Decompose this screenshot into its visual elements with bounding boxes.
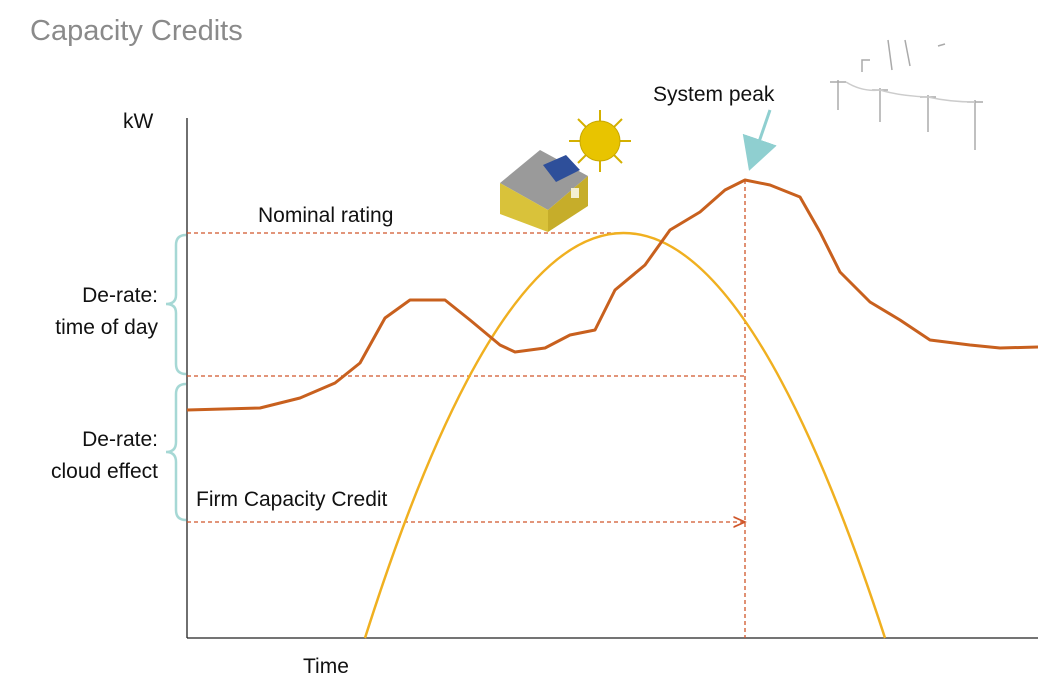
derate-time-2: time of day	[55, 316, 158, 339]
derate-cloud-2: cloud effect	[51, 460, 158, 483]
pylons-icon	[830, 40, 983, 150]
title: Capacity Credits	[30, 15, 243, 47]
solar-house-icon	[500, 110, 631, 232]
derate-time-1: De-rate:	[82, 284, 158, 307]
derate-cloud-1: De-rate:	[82, 428, 158, 451]
brace-cloud	[166, 384, 186, 520]
firm-label: Firm Capacity Credit	[196, 488, 388, 511]
brace-time	[166, 235, 186, 374]
nominal-label: Nominal rating	[258, 204, 393, 227]
peak-arrow	[750, 110, 770, 168]
x-axis-label: Time	[303, 655, 349, 677]
y-axis-label: kW	[123, 110, 154, 133]
diagram: Capacity Credits kW Time De-rate: time o…	[0, 0, 1038, 677]
peak-label: System peak	[653, 83, 775, 106]
solar-curve	[365, 233, 885, 638]
